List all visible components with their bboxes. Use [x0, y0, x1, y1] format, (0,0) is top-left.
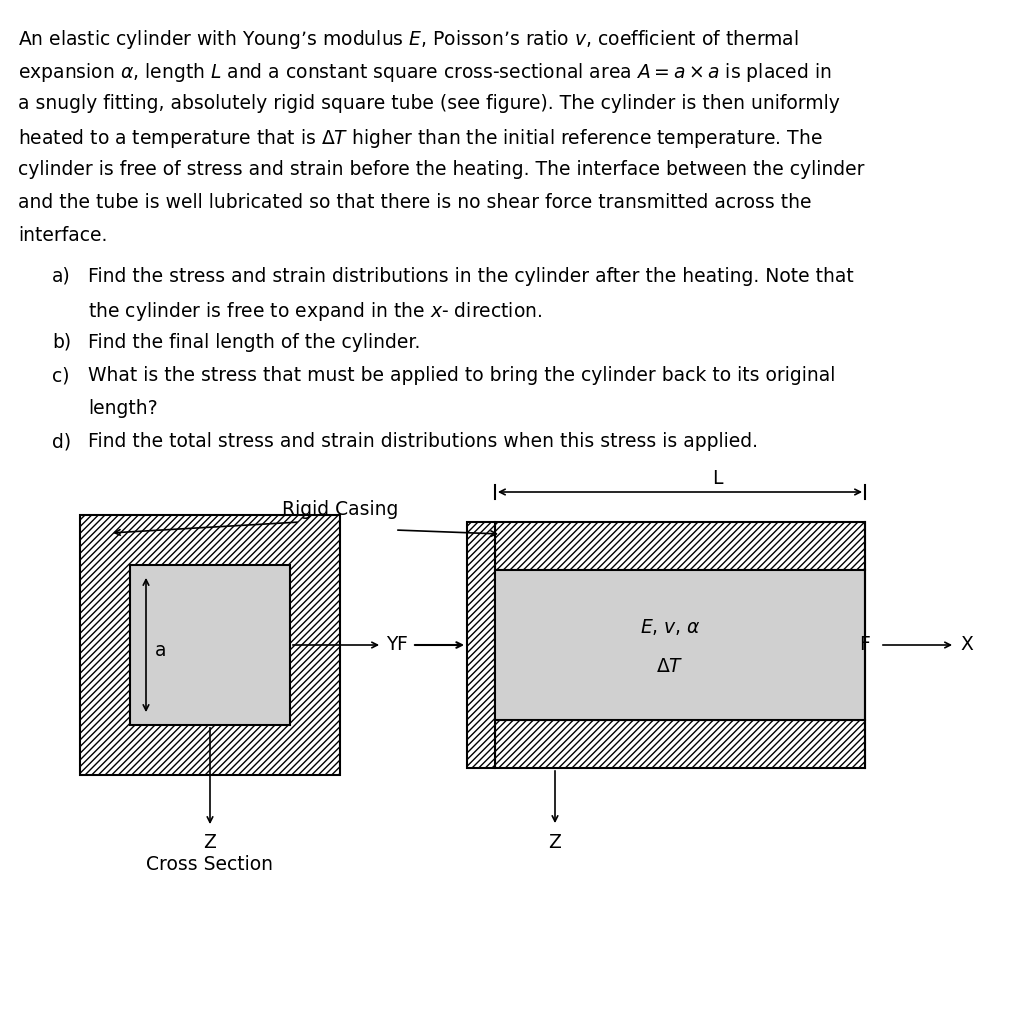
Text: and the tube is well lubricated so that there is no shear force transmitted acro: and the tube is well lubricated so that …: [18, 193, 812, 212]
Text: What is the stress that must be applied to bring the cylinder back to its origin: What is the stress that must be applied …: [88, 366, 835, 385]
Text: b): b): [52, 333, 71, 352]
Bar: [495, 720, 865, 768]
Text: F: F: [396, 636, 407, 654]
Text: Find the stress and strain distributions in the cylinder after the heating. Note: Find the stress and strain distributions…: [88, 267, 853, 286]
Text: a): a): [52, 267, 71, 286]
Text: length?: length?: [88, 399, 157, 418]
Bar: [495, 522, 865, 570]
Text: d): d): [52, 432, 71, 451]
Text: Cross Section: Cross Section: [146, 855, 273, 874]
Bar: [495, 570, 865, 720]
Text: Find the final length of the cylinder.: Find the final length of the cylinder.: [88, 333, 421, 352]
Text: cylinder is free of stress and strain before the heating. The interface between : cylinder is free of stress and strain be…: [18, 160, 865, 179]
Text: Find the total stress and strain distributions when this stress is applied.: Find the total stress and strain distrib…: [88, 432, 758, 451]
Bar: [130, 565, 290, 725]
Bar: [80, 515, 340, 775]
Text: a snugly fitting, absolutely rigid square tube (see figure). The cylinder is the: a snugly fitting, absolutely rigid squar…: [18, 94, 840, 113]
Text: Y: Y: [386, 636, 397, 654]
Text: heated to a temperature that is $\Delta T$ higher than the initial reference tem: heated to a temperature that is $\Delta …: [18, 127, 823, 150]
Bar: [467, 522, 495, 768]
Text: $E$, $v$, $\alpha$: $E$, $v$, $\alpha$: [639, 617, 700, 637]
Text: expansion $\alpha$, length $L$ and a constant square cross-sectional area $A = a: expansion $\alpha$, length $L$ and a con…: [18, 61, 832, 84]
Text: An elastic cylinder with Young’s modulus $E$, Poisson’s ratio $v$, coefficient o: An elastic cylinder with Young’s modulus…: [18, 28, 799, 51]
Text: L: L: [712, 469, 722, 488]
Text: c): c): [52, 366, 69, 385]
Text: interface.: interface.: [18, 226, 108, 245]
Text: the cylinder is free to expand in the $x$- direction.: the cylinder is free to expand in the $x…: [88, 300, 543, 323]
Text: a: a: [155, 640, 167, 659]
Text: Rigid Casing: Rigid Casing: [281, 500, 398, 519]
Text: Z: Z: [203, 833, 216, 852]
Text: Z: Z: [549, 833, 562, 852]
Text: F: F: [860, 636, 870, 654]
Text: X: X: [960, 636, 973, 654]
Text: $\Delta T$: $\Delta T$: [656, 657, 684, 677]
